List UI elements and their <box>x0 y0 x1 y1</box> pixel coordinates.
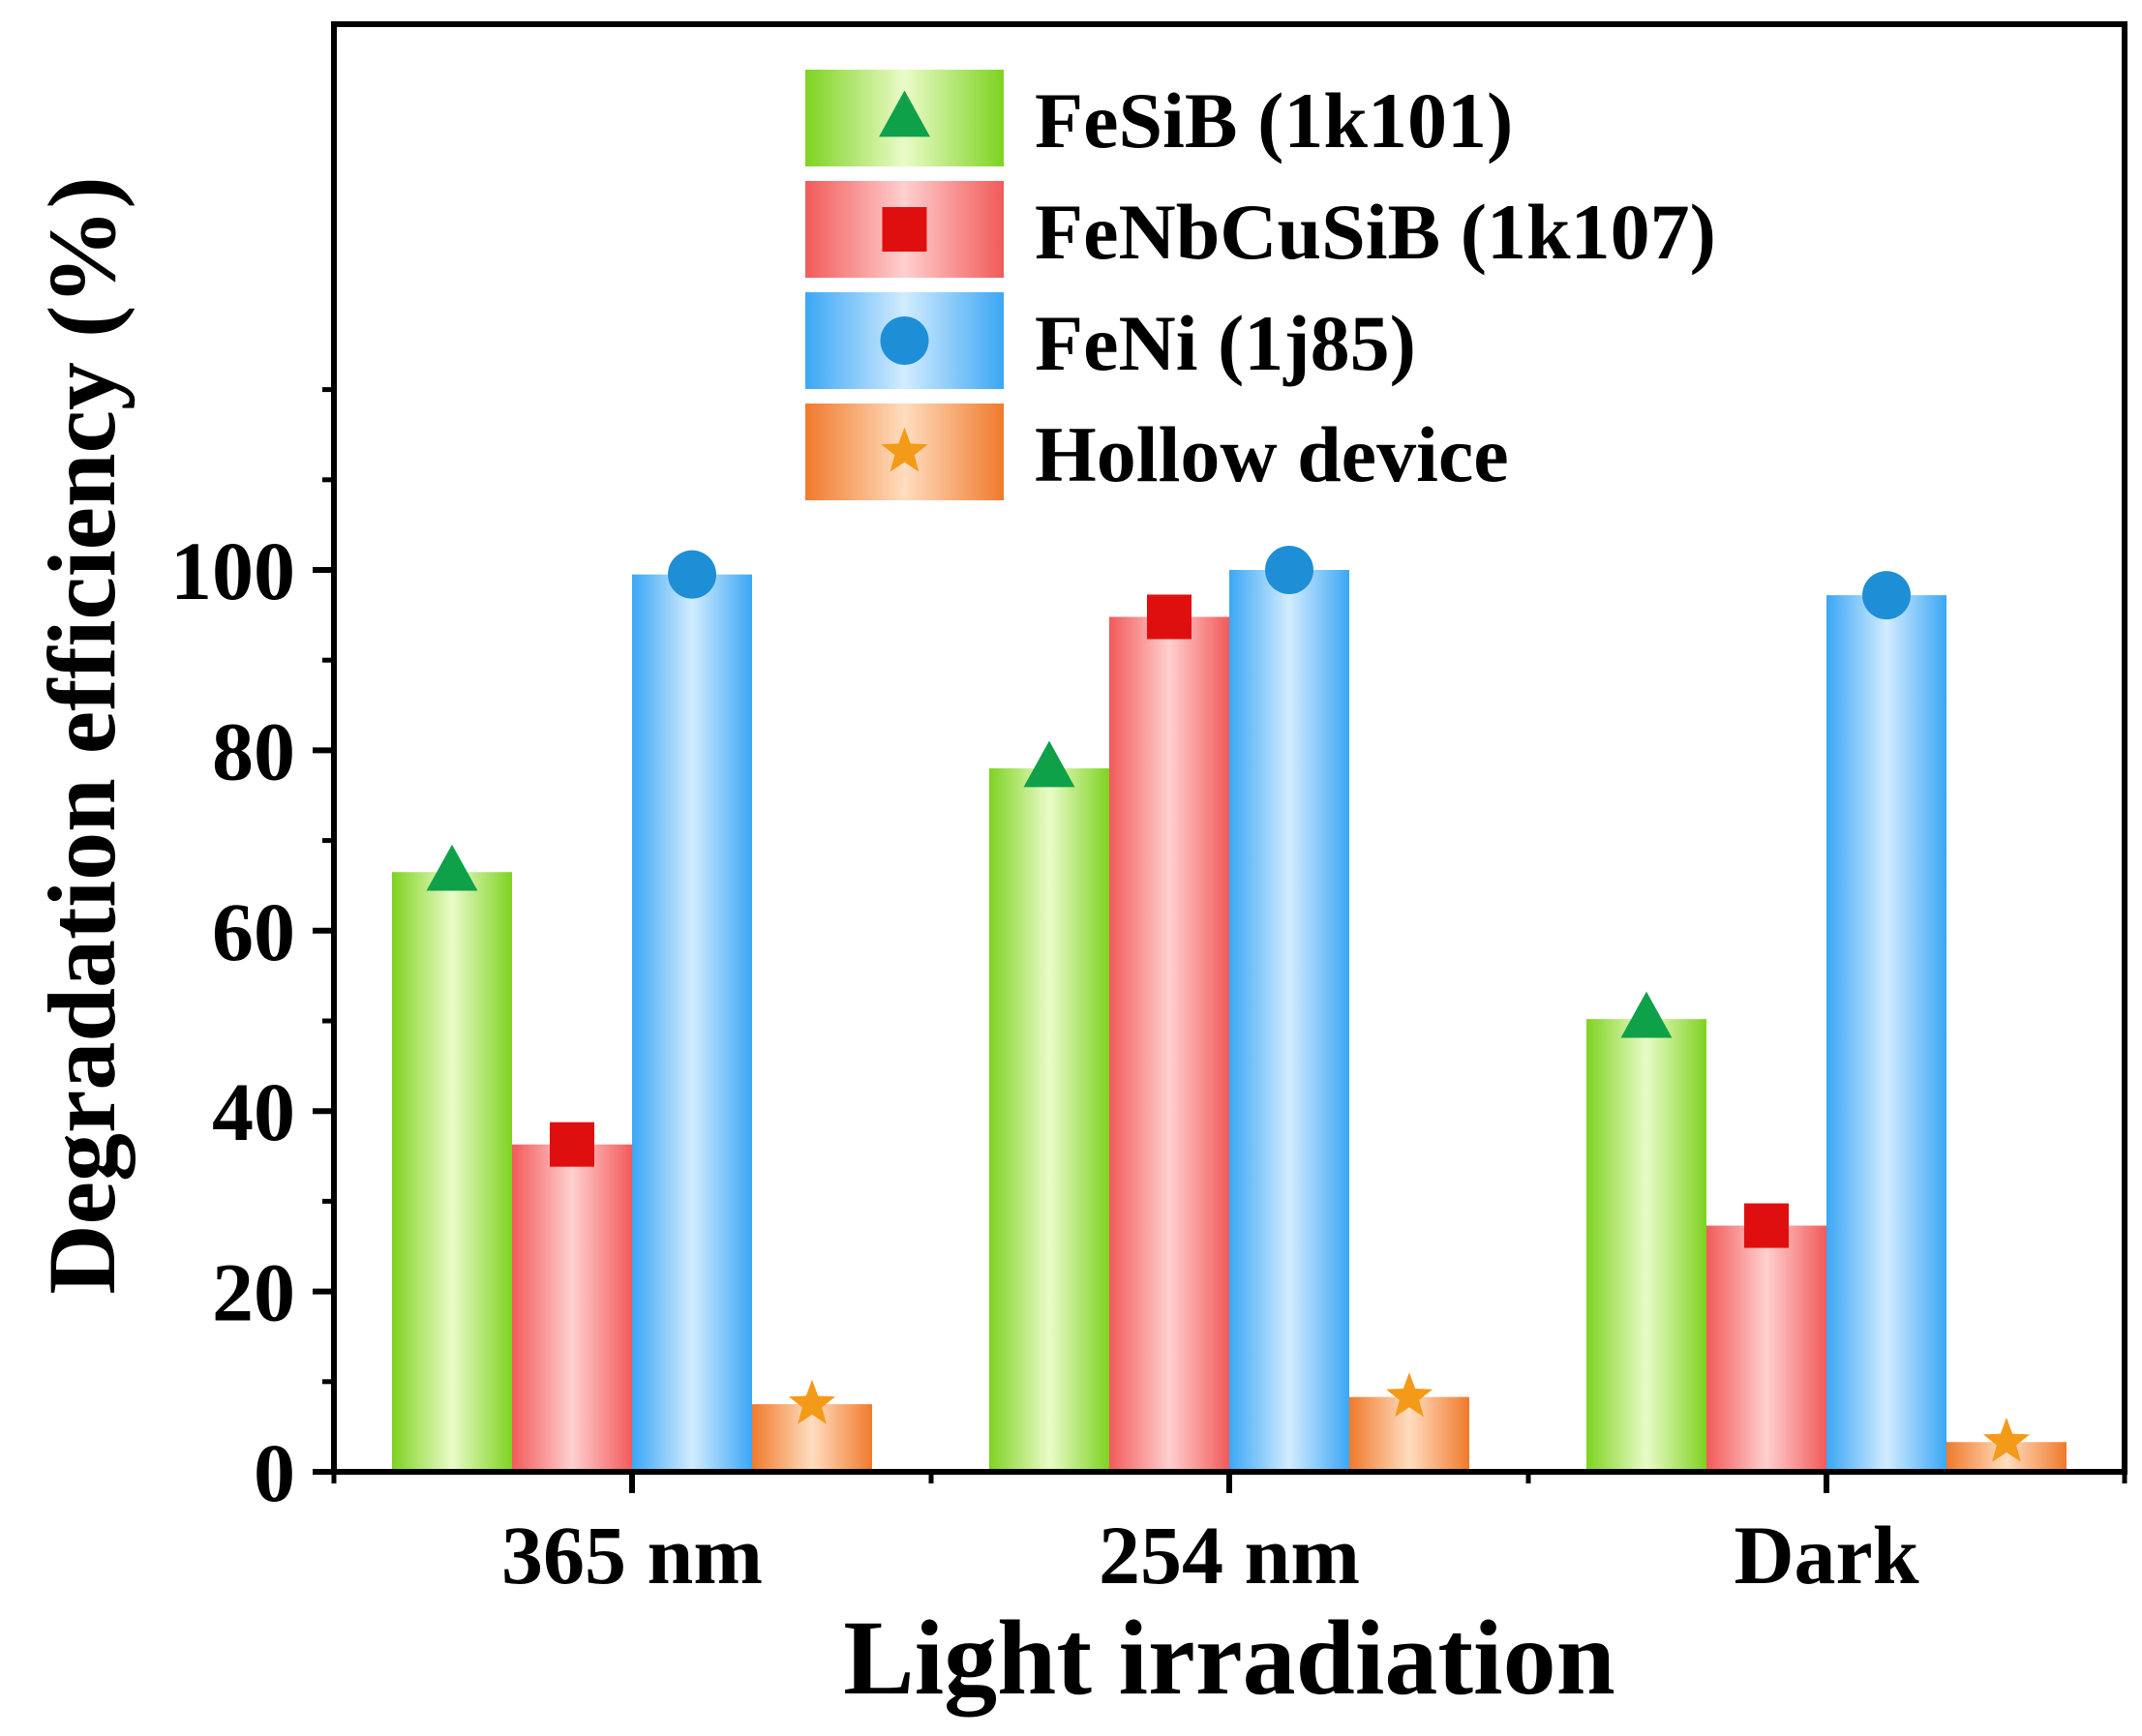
legend-marker-fesib-1k101 <box>879 90 930 137</box>
marker-feni-1j85-dark <box>1862 571 1911 620</box>
legend: FeSiB (1k101) FeNbCuSiB (1k107) FeNi (1j85… <box>805 70 1716 500</box>
x-tick-label: Dark <box>1734 1509 1918 1601</box>
marker-hollow-device-365-nm <box>788 1379 836 1424</box>
bar-fenbcusib-1k107-365-nm <box>512 1144 632 1472</box>
bar-fesib-1k101-365-nm <box>392 872 512 1472</box>
legend-label-feni-1j85: FeNi (1j85) <box>1035 299 1416 387</box>
bar-hollow-device-254-nm <box>1349 1396 1469 1472</box>
legend-marker-feni-1j85 <box>880 316 929 365</box>
bar-feni-1j85-254-nm <box>1229 570 1349 1472</box>
bar-feni-1j85-dark <box>1826 595 1946 1472</box>
y-axis-label: Degradation efficiency (%) <box>28 176 136 1294</box>
bar-fenbcusib-1k107-dark <box>1706 1225 1826 1472</box>
legend-label-fenbcusib-1k107: FeNbCuSiB (1k107) <box>1035 188 1716 276</box>
y-tick-label: 60 <box>212 885 295 978</box>
marker-hollow-device-254-nm <box>1385 1372 1433 1418</box>
marker-fenbcusib-1k107-254-nm <box>1147 594 1192 640</box>
bar-fesib-1k101-254-nm <box>989 768 1109 1472</box>
y-tick-label: 100 <box>170 524 295 617</box>
x-tick-label: 365 nm <box>501 1509 763 1601</box>
y-tick-label: 20 <box>212 1246 295 1339</box>
legend-marker-hollow-device <box>881 427 928 472</box>
marker-hollow-device-dark <box>1982 1417 2031 1462</box>
marker-fesib-1k101-dark <box>1620 991 1673 1038</box>
bar-fesib-1k101-dark <box>1586 1019 1706 1472</box>
legend-marker-fenbcusib-1k107 <box>882 207 927 252</box>
marker-fenbcusib-1k107-dark <box>1744 1203 1789 1248</box>
bar-feni-1j85-365-nm <box>632 574 752 1472</box>
bars-group <box>392 570 2067 1472</box>
x-axis: 365 nm 254 nm Dark <box>331 1472 2127 1601</box>
legend-label-fesib-1k101: FeSiB (1k101) <box>1035 76 1513 165</box>
x-axis-label: Light irradiation <box>843 1599 1615 1717</box>
y-tick-label: 0 <box>254 1426 295 1519</box>
x-tick-label: 254 nm <box>1099 1509 1360 1601</box>
y-tick-label: 40 <box>212 1065 295 1158</box>
bar-hollow-device-365-nm <box>752 1404 872 1472</box>
marker-feni-1j85-365-nm <box>668 550 716 599</box>
y-tick-label: 80 <box>212 704 295 797</box>
markers-group <box>426 546 2031 1462</box>
y-axis: 0 20 40 60 80 100 <box>170 387 334 1519</box>
bar-fenbcusib-1k107-254-nm <box>1109 616 1229 1472</box>
marker-fesib-1k101-365-nm <box>426 844 478 891</box>
marker-feni-1j85-254-nm <box>1265 546 1313 594</box>
marker-fenbcusib-1k107-365-nm <box>550 1122 594 1167</box>
legend-label-hollow-device: Hollow device <box>1035 410 1509 498</box>
marker-fesib-1k101-254-nm <box>1023 740 1075 788</box>
